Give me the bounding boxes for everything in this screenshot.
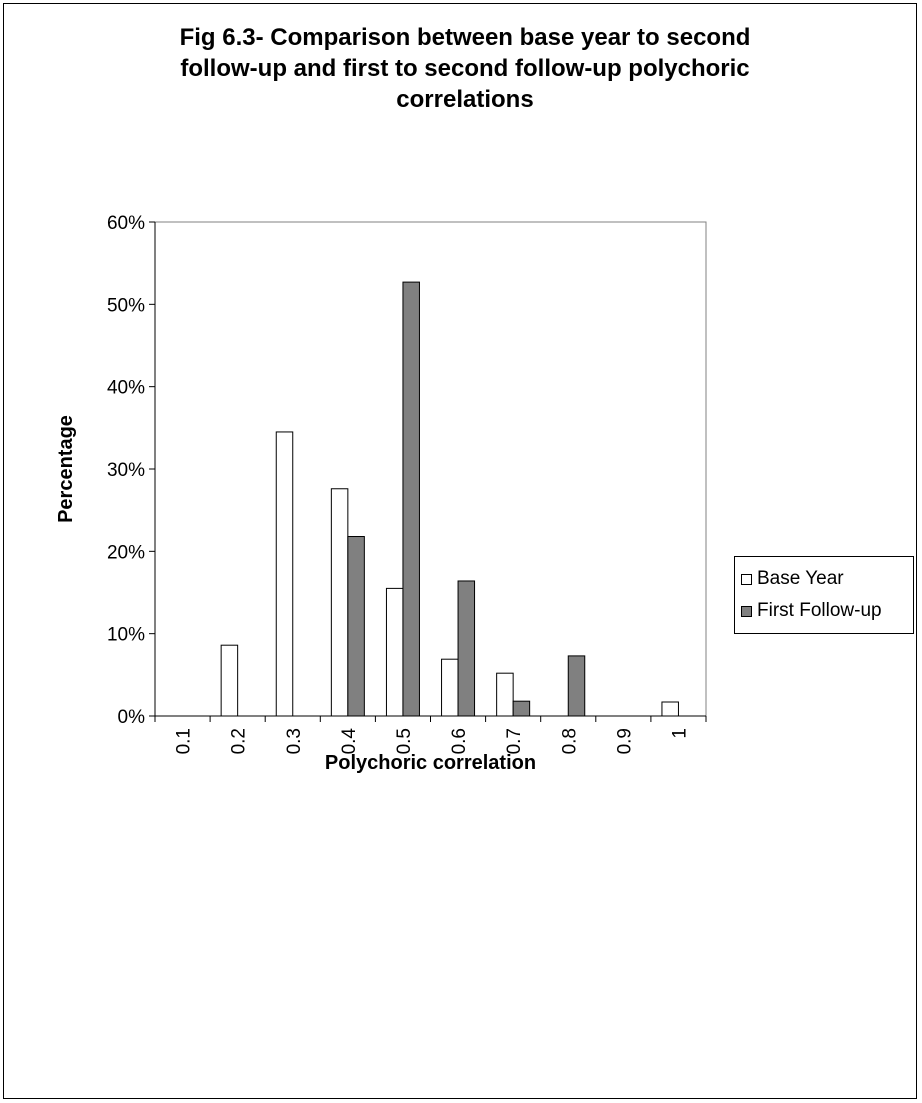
bar-first-follow-up [402, 281, 420, 717]
x-tick-label: 0.5 [394, 728, 415, 754]
bar-base-year [275, 431, 294, 717]
legend-label-base-year: Base Year [757, 568, 844, 589]
x-tick-label: 0.7 [504, 728, 525, 754]
legend: Base Year First Follow-up [734, 556, 914, 634]
x-axis-label: Polychoric correlation [325, 752, 536, 774]
legend-label-first-follow-up: First Follow-up [757, 600, 882, 621]
bar-base-year [385, 587, 404, 717]
bar-base-year [441, 658, 459, 717]
y-tick-label: 50% [107, 295, 145, 316]
bar-first-follow-up [512, 700, 531, 717]
y-tick-label: 60% [107, 213, 145, 234]
bar-first-follow-up [347, 536, 365, 717]
y-tick-label: 0% [118, 707, 146, 728]
x-tick-label: 0.3 [284, 728, 305, 754]
bar-base-year [330, 488, 349, 717]
legend-swatch-first-follow-up [741, 605, 752, 617]
x-tick-label: 0.9 [614, 728, 635, 754]
bar-base-year [220, 644, 239, 717]
plot-area: 0% 10% 20% 30% 40% 50% 60% 0.1 0.2 0.3 0.4 0.5 0.6 0.… [55, 213, 707, 774]
legend-item-base-year: Base Year [741, 567, 844, 591]
bar-first-follow-up [567, 655, 586, 717]
x-tick-label: 0.1 [174, 728, 195, 754]
legend-item-first-follow-up: First Follow-up [741, 599, 882, 623]
x-tick-label: 0.8 [559, 728, 580, 754]
plot-border [154, 221, 707, 717]
x-tick-label: 0.2 [229, 728, 250, 754]
y-tick-label: 40% [107, 378, 145, 399]
y-axis-label: Percentage [55, 415, 77, 523]
y-tick-label: 30% [107, 460, 145, 481]
legend-swatch-base-year [741, 573, 752, 585]
bar-base-year [661, 701, 679, 717]
y-tick-label: 10% [107, 625, 145, 646]
x-tick-label: 0.4 [339, 728, 360, 755]
x-tick-label: 1 [669, 728, 690, 739]
chart-title: Fig 6.3- Comparison between base year to… [179, 24, 751, 113]
bar-base-year [496, 672, 514, 717]
y-tick-label: 20% [107, 542, 145, 563]
x-tick-label: 0.6 [449, 728, 470, 754]
bar-first-follow-up [457, 580, 476, 717]
